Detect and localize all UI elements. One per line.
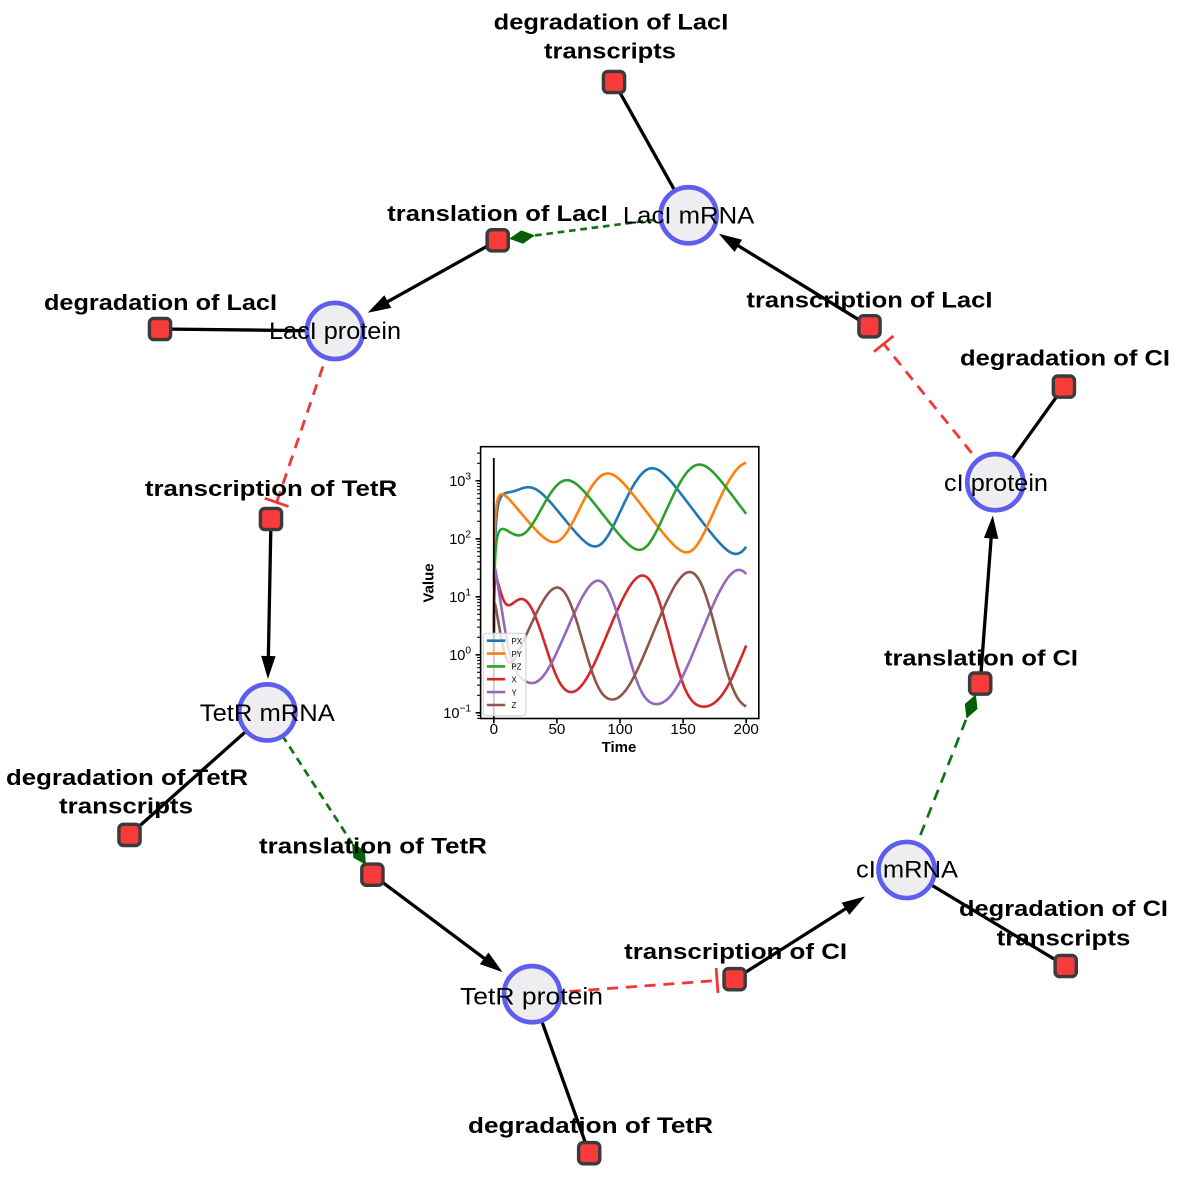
svg-text:transcripts: transcripts [59, 794, 193, 819]
svg-text:0: 0 [490, 721, 498, 738]
svg-text:transcription of CI: transcription of CI [624, 939, 847, 964]
svg-text:cI protein: cI protein [944, 470, 1048, 497]
svg-text:Z: Z [512, 701, 517, 710]
svg-text:100: 100 [607, 721, 632, 738]
svg-text:TetR mRNA: TetR mRNA [200, 700, 336, 727]
svg-text:PZ: PZ [512, 663, 522, 672]
svg-text:Value: Value [421, 563, 438, 602]
svg-text:translation of LacI: translation of LacI [387, 201, 608, 226]
svg-text:LacI mRNA: LacI mRNA [623, 202, 755, 229]
svg-text:degradation of LacI: degradation of LacI [44, 290, 277, 315]
svg-text:degradation of LacI: degradation of LacI [494, 10, 729, 35]
svg-text:translation of CI: translation of CI [884, 646, 1078, 671]
svg-text:200: 200 [734, 721, 759, 738]
svg-text:150: 150 [670, 721, 695, 738]
svg-text:Y: Y [512, 688, 518, 697]
svg-text:degradation of TetR: degradation of TetR [6, 765, 248, 790]
svg-text:translation of TetR: translation of TetR [259, 834, 487, 859]
svg-text:PY: PY [512, 650, 523, 659]
svg-text:degradation of CI: degradation of CI [959, 896, 1168, 921]
svg-text:PX: PX [512, 637, 523, 646]
svg-text:TetR protein: TetR protein [460, 983, 603, 1010]
svg-text:degradation of CI: degradation of CI [960, 346, 1170, 371]
svg-text:X: X [512, 676, 518, 685]
svg-text:cI mRNA: cI mRNA [856, 856, 959, 883]
svg-text:Time: Time [602, 739, 637, 756]
svg-text:50: 50 [548, 721, 565, 738]
svg-text:degradation of TetR: degradation of TetR [468, 1113, 713, 1138]
svg-text:transcription of LacI: transcription of LacI [746, 288, 992, 313]
svg-text:transcription of TetR: transcription of TetR [145, 476, 397, 501]
svg-text:transcripts: transcripts [997, 926, 1131, 951]
svg-text:transcripts: transcripts [544, 38, 676, 63]
svg-text:LacI protein: LacI protein [269, 318, 401, 345]
